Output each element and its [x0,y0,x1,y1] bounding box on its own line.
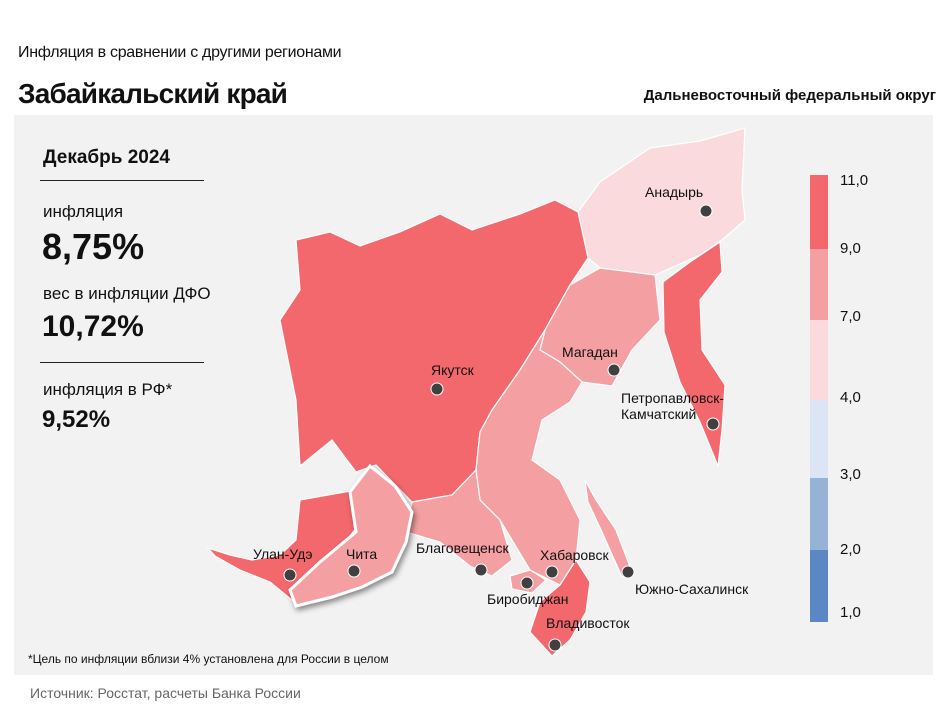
city-dot-birobidzhan [520,576,534,590]
legend-swatch [810,400,828,478]
city-dot-anadyr [699,204,713,218]
city-label-ulan-ude: Улан-Удэ [253,546,313,562]
source-note: Источник: Росстат, расчеты Банка России [30,685,301,701]
legend-swatch [810,320,828,400]
divider [40,362,204,363]
region-zabaykalsky[interactable] [288,463,414,608]
rf-inflation-value: 9,52% [42,406,111,433]
city-dot-khabarovsk [545,565,559,579]
region-primorye[interactable] [529,558,591,657]
city-dot-blagoveshchensk [474,563,488,577]
period-label: Декабрь 2024 [43,147,170,168]
region-kamchatka[interactable] [662,240,726,467]
city-label-vladivostok: Владивосток [546,615,630,631]
district-title: Дальневосточный федеральный округ [643,87,936,104]
city-dot-yakutsk [430,382,444,396]
inflation-value: 8,75% [42,226,145,267]
legend-label: 4,0 [840,389,861,406]
legend-label: 11,0 [840,172,869,189]
legend-swatch [810,249,828,320]
city-dot-magadan [607,363,621,377]
city-label-yuzhno: Южно-Сахалинск [635,581,749,597]
legend-swatch [810,478,828,550]
city-label-birobidzhan: Биробиджан [487,591,569,607]
city-dot-chita [347,564,361,578]
weight-value: 10,72% [42,310,144,343]
subtitle: Инфляция в сравнении с другими регионами [18,44,342,61]
weight-label: вес в инфляции ДФО [43,284,211,303]
footnote: *Цель по инфляции вблизи 4% установлена … [28,652,389,666]
legend-swatch [810,175,828,249]
city-label-magadan: Магадан [562,344,618,360]
city-label-chita: Чита [346,546,378,562]
city-dot-yuzhno [621,565,635,579]
page-title: Забайкальский край [18,78,288,109]
inflation-label: инфляция [43,202,124,221]
legend-label: 1,0 [840,604,861,621]
divider [40,180,204,181]
city-label-khabarovsk: Хабаровск [540,547,609,563]
region-buryatia[interactable] [206,489,363,601]
city-label-blagoveshchensk: Благовещенск [416,540,509,556]
region-amur[interactable] [405,468,513,577]
city-dot-ulan-ude [283,568,297,582]
city-label-anadyr: Анадырь [645,184,704,200]
legend-label: 7,0 [840,308,861,325]
legend-label: 2,0 [840,541,861,558]
city-dot-petropavlovsk [706,417,720,431]
city-label-petropavlovsk: Петропавловск- Камчатский [621,390,725,422]
legend-label: 9,0 [840,240,861,257]
city-label-yakutsk: Якутск [431,362,474,378]
legend-label: 3,0 [840,466,861,483]
city-dot-vladivostok [548,638,562,652]
legend-swatch [810,550,828,622]
rf-inflation-label: инфляция в РФ* [43,380,173,399]
